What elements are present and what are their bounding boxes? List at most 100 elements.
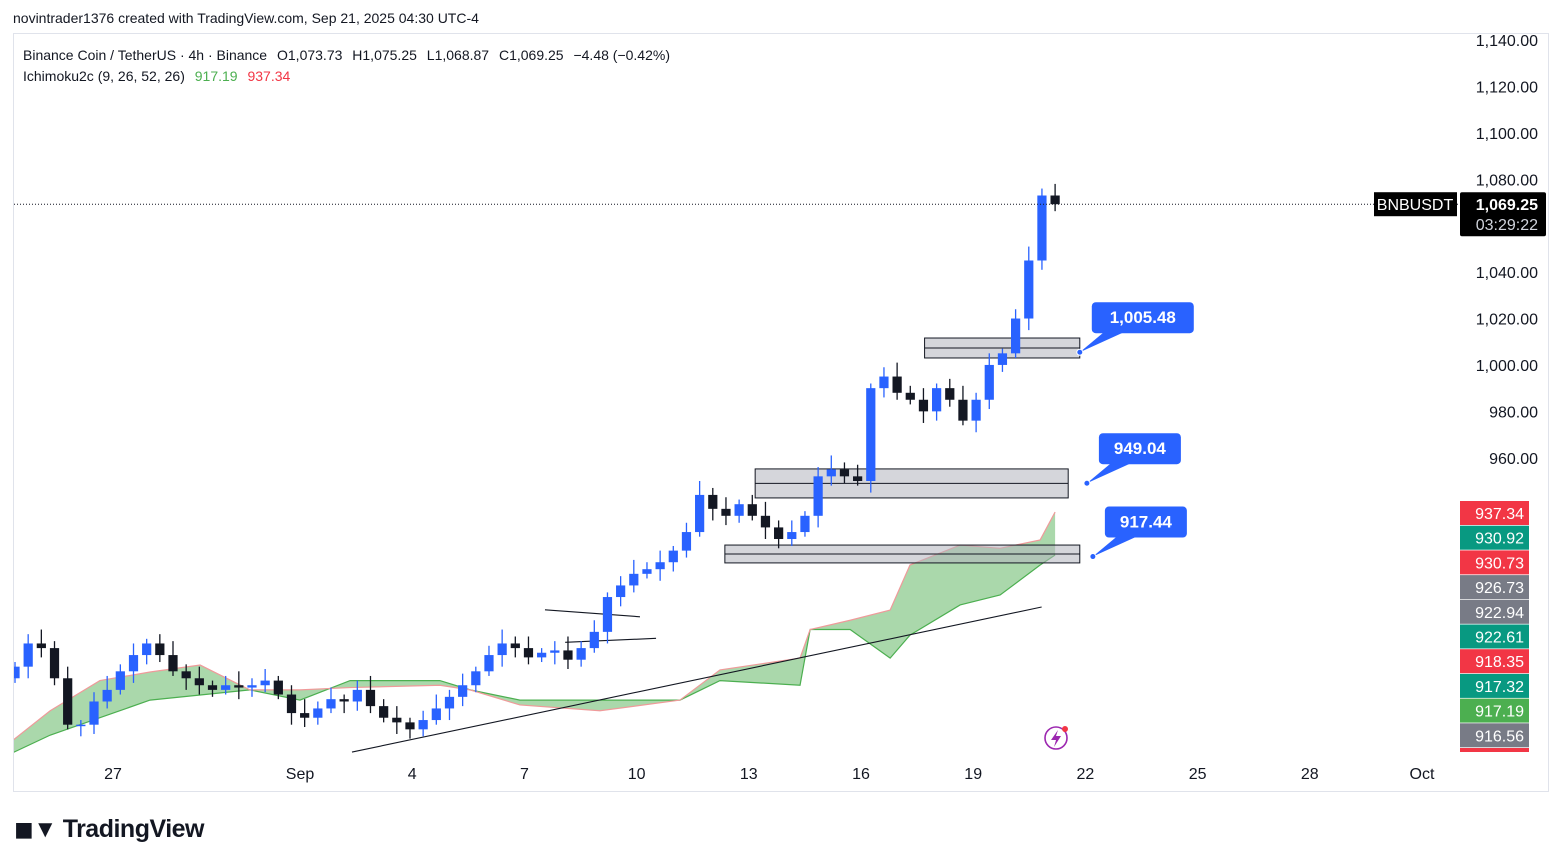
candle[interactable]: [1037, 188, 1047, 270]
candle[interactable]: [826, 455, 836, 486]
candle[interactable]: [379, 699, 389, 723]
candle[interactable]: [747, 494, 757, 521]
candle[interactable]: [49, 641, 60, 686]
indicator-legend[interactable]: Ichimoku2c (9, 26, 52, 26) 917.19 937.34: [23, 66, 676, 87]
candle[interactable]: [458, 673, 468, 707]
symbol-legend[interactable]: Binance Coin / TetherUS · 4h · Binance O…: [23, 45, 676, 66]
candle[interactable]: [392, 706, 402, 734]
candle[interactable]: [905, 385, 915, 405]
candle[interactable]: [695, 480, 705, 537]
candle[interactable]: [510, 636, 520, 658]
indicator-price-label-box: [1460, 649, 1529, 674]
candle-body: [194, 678, 204, 686]
indicator-price-label-text: 922.94: [1475, 605, 1524, 622]
candle[interactable]: [352, 680, 362, 711]
candle[interactable]: [642, 562, 652, 579]
candle[interactable]: [313, 701, 323, 725]
candle[interactable]: [260, 668, 270, 693]
candle[interactable]: [708, 487, 718, 521]
candle[interactable]: [602, 592, 613, 644]
candle[interactable]: [616, 576, 626, 607]
candle-body: [747, 504, 757, 516]
candle[interactable]: [63, 666, 73, 730]
candle[interactable]: [945, 378, 955, 407]
candle[interactable]: [115, 664, 125, 695]
candle[interactable]: [813, 467, 823, 528]
candle[interactable]: [774, 520, 784, 549]
candle[interactable]: [589, 620, 599, 653]
candle[interactable]: [286, 685, 297, 725]
price-callout[interactable]: 917.44: [1089, 506, 1187, 561]
candle-body: [313, 708, 323, 718]
candle[interactable]: [102, 675, 112, 709]
candle[interactable]: [550, 641, 560, 665]
candle[interactable]: [339, 694, 349, 714]
candle[interactable]: [1024, 246, 1034, 331]
candle[interactable]: [36, 629, 46, 658]
candle[interactable]: [471, 666, 481, 693]
candle[interactable]: [866, 383, 876, 493]
candle[interactable]: [839, 462, 850, 484]
candle[interactable]: [155, 634, 165, 663]
trendline[interactable]: [544, 609, 641, 618]
candle[interactable]: [247, 678, 257, 697]
candle[interactable]: [89, 692, 99, 734]
candle[interactable]: [1050, 183, 1060, 212]
candle[interactable]: [629, 559, 639, 593]
candle[interactable]: [721, 497, 731, 526]
candle[interactable]: [326, 687, 336, 714]
candle[interactable]: [431, 694, 441, 725]
plot-area[interactable]: [10, 183, 1081, 753]
candle[interactable]: [576, 641, 586, 667]
candle[interactable]: [879, 367, 889, 398]
candle[interactable]: [787, 520, 797, 546]
candle[interactable]: [800, 511, 810, 537]
candle[interactable]: [523, 636, 534, 665]
candle[interactable]: [405, 717, 415, 739]
candle[interactable]: [207, 680, 218, 697]
candle[interactable]: [418, 710, 428, 737]
candle[interactable]: [932, 383, 942, 421]
candle[interactable]: [984, 353, 994, 410]
candle[interactable]: [1011, 309, 1021, 358]
candle[interactable]: [537, 648, 547, 663]
candle[interactable]: [181, 664, 191, 690]
tradingview-logo[interactable]: ◼▼ TradingView: [14, 815, 205, 844]
candle[interactable]: [918, 388, 929, 423]
candle[interactable]: [668, 545, 678, 572]
candle-body: [23, 643, 33, 667]
candle[interactable]: [958, 385, 968, 426]
candle[interactable]: [971, 392, 981, 433]
candle[interactable]: [760, 501, 771, 540]
price-callout[interactable]: 949.04: [1083, 433, 1181, 487]
candle[interactable]: [892, 362, 902, 400]
candle[interactable]: [365, 675, 376, 714]
candle[interactable]: [997, 348, 1008, 372]
price-callout[interactable]: 1,005.48: [1076, 302, 1194, 356]
candle[interactable]: [142, 638, 152, 665]
candle[interactable]: [10, 662, 20, 683]
trendline[interactable]: [565, 637, 657, 643]
candle[interactable]: [234, 671, 244, 700]
candle[interactable]: [273, 675, 283, 700]
candle[interactable]: [76, 720, 86, 737]
candle[interactable]: [221, 675, 231, 695]
indicator-price-label-text: 916.56: [1475, 728, 1524, 745]
candle[interactable]: [300, 699, 310, 728]
candle[interactable]: [734, 499, 744, 523]
candle[interactable]: [497, 629, 507, 667]
candle[interactable]: [563, 636, 573, 669]
candle[interactable]: [484, 645, 494, 676]
candle[interactable]: [168, 641, 178, 676]
candle[interactable]: [655, 550, 665, 581]
lightning-icon[interactable]: [1044, 726, 1068, 750]
candle[interactable]: [194, 666, 204, 695]
indicator-price-label-box: [1460, 673, 1529, 698]
candle[interactable]: [853, 464, 863, 486]
trendline[interactable]: [351, 606, 1042, 753]
candle[interactable]: [681, 522, 692, 558]
candle[interactable]: [23, 634, 33, 679]
candle[interactable]: [128, 643, 139, 683]
candle[interactable]: [444, 689, 455, 721]
